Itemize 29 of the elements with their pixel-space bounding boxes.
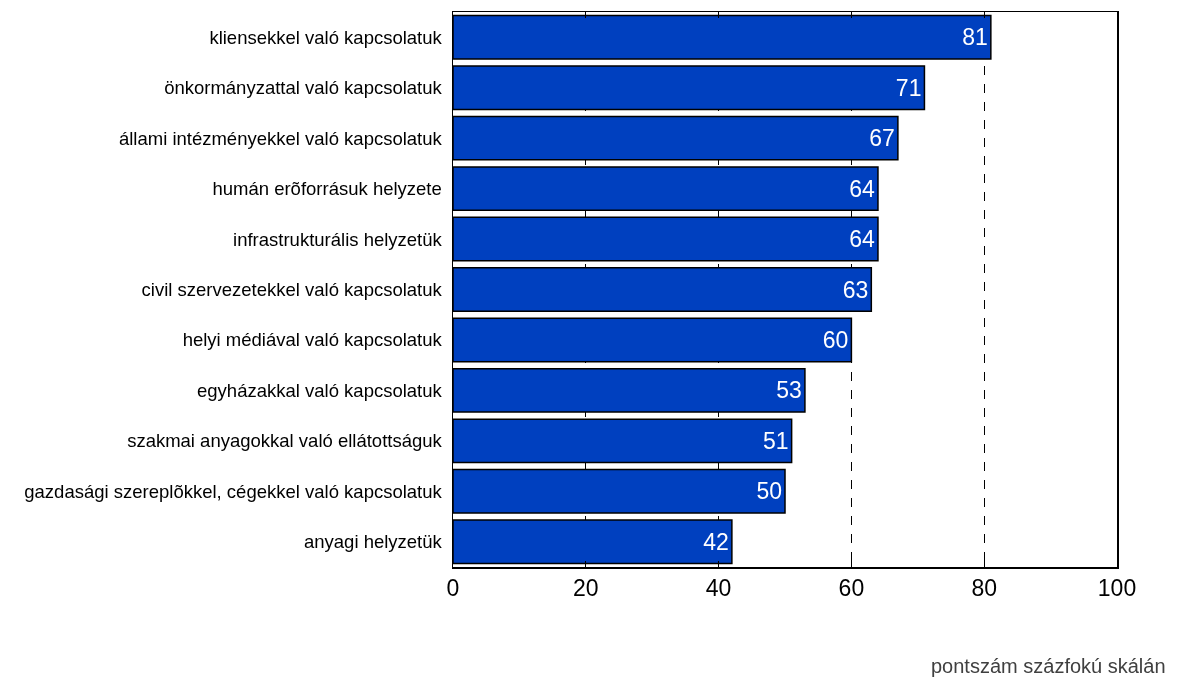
x-tick-label: 20: [573, 575, 599, 602]
y-tick-label: önkormányzattal való kapcsolatuk: [164, 77, 443, 99]
y-tick-label: egyházakkal való kapcsolatuk: [197, 379, 443, 401]
data-label: 63: [842, 276, 869, 303]
data-label: 71: [895, 74, 922, 101]
y-tick-label: kliensekkel való kapcsolatuk: [209, 26, 443, 48]
y-tick-label: anyagi helyzetük: [303, 531, 443, 553]
data-label: 60: [822, 326, 849, 353]
x-tick-label: 60: [838, 575, 865, 602]
data-label: 64: [849, 226, 875, 253]
data-label: 42: [703, 528, 729, 555]
x-axis-title: pontszám százfokú skálán: [931, 655, 1166, 677]
y-tick-label: infrastrukturális helyzetük: [233, 228, 443, 250]
data-label: 51: [763, 427, 789, 454]
y-tick-label: helyi médiával való kapcsolatuk: [182, 329, 443, 351]
y-tick-label: humán erõforrásuk helyzete: [212, 178, 442, 200]
y-tick-label: állami intézményekkel való kapcsolatuk: [118, 127, 443, 149]
data-label: 67: [869, 125, 895, 152]
data-label: 50: [756, 478, 782, 505]
data-label: 53: [776, 377, 802, 404]
x-tick-label: 100: [1097, 575, 1137, 602]
x-tick-label: 0: [446, 575, 460, 602]
data-label: 64: [849, 175, 875, 202]
data-label: 81: [962, 24, 988, 51]
y-tick-label: civil szervezetekkel való kapcsolatuk: [141, 278, 443, 300]
y-tick-label: gazdasági szereplõkkel, cégekkel való kapcsolatuk: [24, 480, 443, 502]
y-tick-label: szakmai anyagokkal való ellátottságuk: [127, 430, 443, 452]
x-tick-label: 40: [705, 575, 732, 602]
x-tick-label: 80: [971, 575, 997, 602]
